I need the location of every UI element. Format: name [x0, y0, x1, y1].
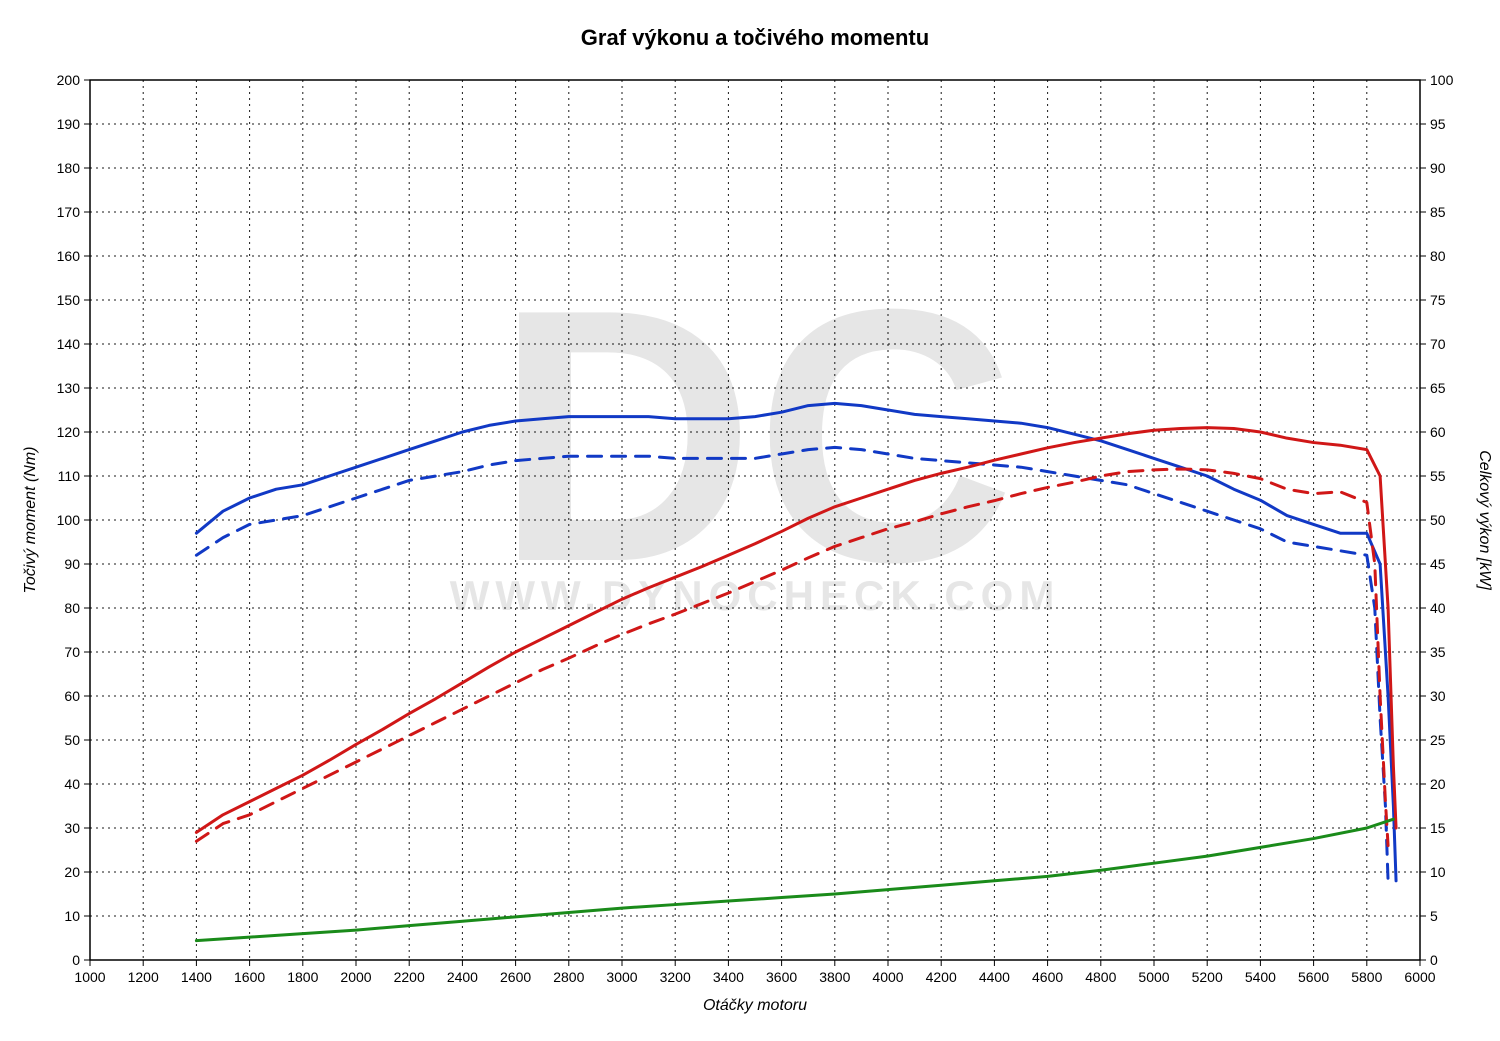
x-tick-label: 5800 [1351, 969, 1382, 985]
y-left-tick-label: 0 [72, 952, 80, 968]
y-right-tick-label: 55 [1430, 468, 1446, 484]
y-right-tick-label: 90 [1430, 160, 1446, 176]
y-left-tick-label: 150 [57, 292, 81, 308]
x-tick-label: 4000 [872, 969, 903, 985]
y-right-tick-label: 30 [1430, 688, 1446, 704]
y-right-tick-label: 100 [1430, 72, 1454, 88]
watermark-sub: WWW.DYNOCHECK.COM [450, 572, 1061, 619]
x-tick-label: 3000 [606, 969, 637, 985]
x-tick-label: 4200 [926, 969, 957, 985]
x-tick-label: 4600 [1032, 969, 1063, 985]
y-left-tick-label: 170 [57, 204, 81, 220]
y-left-tick-label: 120 [57, 424, 81, 440]
x-tick-label: 1400 [181, 969, 212, 985]
x-tick-label: 2600 [500, 969, 531, 985]
x-tick-label: 2000 [340, 969, 371, 985]
y-right-tick-label: 85 [1430, 204, 1446, 220]
x-tick-label: 5000 [1138, 969, 1169, 985]
x-axis-label: Otáčky motoru [703, 997, 807, 1014]
y-right-tick-label: 50 [1430, 512, 1446, 528]
y-right-axis-label: Celkový výkon [kW] [1476, 450, 1493, 590]
x-tick-label: 3200 [660, 969, 691, 985]
y-left-tick-label: 200 [57, 72, 81, 88]
y-right-tick-label: 65 [1430, 380, 1446, 396]
y-right-tick-label: 25 [1430, 732, 1446, 748]
chart-title: Graf výkonu a točivého momentu [581, 25, 929, 50]
x-tick-label: 5600 [1298, 969, 1329, 985]
x-tick-label: 1200 [128, 969, 159, 985]
y-right-tick-label: 40 [1430, 600, 1446, 616]
y-left-tick-label: 50 [64, 732, 80, 748]
x-tick-label: 5200 [1192, 969, 1223, 985]
y-right-tick-label: 95 [1430, 116, 1446, 132]
y-right-tick-label: 20 [1430, 776, 1446, 792]
y-left-tick-label: 180 [57, 160, 81, 176]
y-left-tick-label: 140 [57, 336, 81, 352]
y-right-tick-label: 15 [1430, 820, 1446, 836]
watermark: DCWWW.DYNOCHECK.COM [450, 235, 1061, 637]
x-tick-label: 4400 [979, 969, 1010, 985]
y-left-tick-label: 160 [57, 248, 81, 264]
x-tick-label: 3400 [713, 969, 744, 985]
y-right-tick-label: 80 [1430, 248, 1446, 264]
y-right-tick-label: 45 [1430, 556, 1446, 572]
y-left-tick-label: 40 [64, 776, 80, 792]
y-left-tick-label: 110 [58, 468, 81, 484]
y-right-tick-label: 35 [1430, 644, 1446, 660]
y-left-tick-label: 90 [64, 556, 80, 572]
y-left-tick-label: 20 [64, 864, 80, 880]
y-left-tick-label: 60 [64, 688, 80, 704]
y-left-tick-label: 100 [57, 512, 81, 528]
y-right-tick-label: 75 [1430, 292, 1446, 308]
y-left-tick-label: 10 [64, 908, 80, 924]
y-right-tick-label: 70 [1430, 336, 1446, 352]
x-tick-label: 1600 [234, 969, 265, 985]
y-left-axis-label: Točivý moment (Nm) [22, 447, 39, 594]
x-tick-label: 5400 [1245, 969, 1276, 985]
x-tick-label: 2800 [553, 969, 584, 985]
x-tick-label: 2400 [447, 969, 478, 985]
x-tick-label: 1800 [287, 969, 318, 985]
y-left-tick-label: 30 [64, 820, 80, 836]
x-tick-label: 2200 [394, 969, 425, 985]
y-left-tick-label: 130 [57, 380, 81, 396]
x-tick-label: 3600 [766, 969, 797, 985]
x-tick-label: 1000 [74, 969, 105, 985]
x-tick-label: 6000 [1404, 969, 1435, 985]
dyno-chart-svg: DCWWW.DYNOCHECK.COM100012001400160018002… [0, 0, 1500, 1041]
y-right-tick-label: 0 [1430, 952, 1438, 968]
y-right-tick-label: 5 [1430, 908, 1438, 924]
x-tick-label: 3800 [819, 969, 850, 985]
y-left-tick-label: 70 [64, 644, 80, 660]
x-tick-label: 4800 [1085, 969, 1116, 985]
y-right-tick-label: 60 [1430, 424, 1446, 440]
dyno-chart-container: DCWWW.DYNOCHECK.COM100012001400160018002… [0, 0, 1500, 1041]
y-right-tick-label: 10 [1430, 864, 1446, 880]
y-left-tick-label: 190 [57, 116, 81, 132]
y-left-tick-label: 80 [64, 600, 80, 616]
